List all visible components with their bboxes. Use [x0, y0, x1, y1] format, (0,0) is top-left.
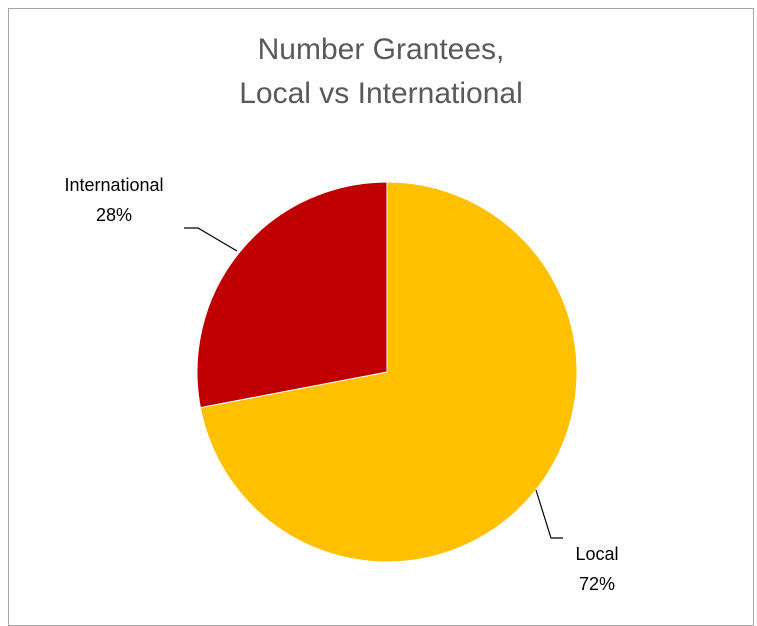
chart-title: Number Grantees, Local vs International [8, 28, 754, 116]
data-label-local-category: Local [575, 544, 618, 564]
leader-line-local [535, 489, 563, 539]
pie-slice-international [196, 181, 388, 409]
data-label-international-category: International [64, 175, 163, 195]
leader-lines [184, 227, 563, 539]
chart-title-line-2: Local vs International [239, 77, 523, 110]
pie-slice-local [199, 181, 578, 563]
chart-title-line-1: Number Grantees, [257, 33, 505, 66]
data-label-local-value: 72% [579, 574, 615, 594]
data-label-international-value: 28% [96, 205, 132, 225]
pie-slices [196, 181, 578, 563]
leader-line-international [184, 227, 238, 252]
